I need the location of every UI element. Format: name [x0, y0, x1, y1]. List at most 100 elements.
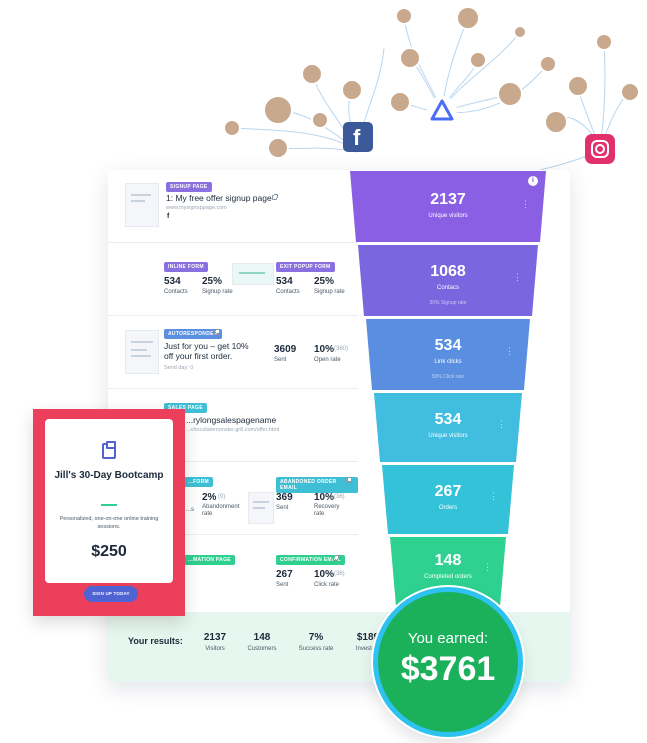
step-value: 2137: [430, 191, 466, 208]
funnel-step-completed[interactable]: 148 Completed orders ⋮: [396, 537, 500, 606]
confirmation-page-tag: ...MATION PAGE: [184, 555, 235, 565]
result-customers: 148 Customers: [247, 632, 277, 652]
result-visitors: 2137 Visitors: [203, 632, 227, 652]
clipboard-icon: [102, 441, 116, 459]
click-rate: 10%: [314, 569, 335, 580]
title-divider: [101, 504, 117, 506]
step-value: 267: [434, 483, 462, 500]
triangle-icon: [427, 96, 457, 126]
abandoned-email-tag: ABANDONED ORDER EMAIL: [276, 477, 358, 493]
row-autoresponder[interactable]: AUTORESPONDER Just for you – get 10% off…: [108, 316, 358, 389]
page-thumbnail: [125, 183, 159, 227]
more-options-icon[interactable]: ⋮: [497, 419, 506, 429]
instagram-icon: [585, 134, 615, 164]
row-url: www.mysignuppage.com: [166, 205, 227, 211]
promo-inner-card: Jill's 30-Day Bootcamp Personalized, one…: [45, 419, 173, 583]
abandonment-count: (9): [218, 494, 226, 500]
more-options-icon[interactable]: ⋮: [513, 272, 522, 282]
info-icon[interactable]: i: [528, 176, 538, 186]
step-value: 1068: [430, 263, 466, 280]
external-link-icon[interactable]: [346, 477, 352, 483]
more-options-icon[interactable]: ⋮: [489, 491, 498, 501]
step-label: Link clicks: [434, 359, 462, 365]
step-note: 50% Click rate: [431, 374, 465, 380]
sent-count: 3609: [274, 344, 297, 355]
row-order-form[interactable]: ...FORM ...s 2% (9) Abandonment rate ABA…: [108, 462, 358, 535]
recovery-label: Recovery rate: [314, 504, 340, 517]
funnel-step-contacts[interactable]: 1068 Contacs 30% Signup rate ⋮: [364, 245, 532, 316]
sales-page-tag: SALES PAGE: [164, 403, 207, 413]
autoresponder-tag: AUTORESPONDER: [164, 329, 222, 339]
row-signup-page[interactable]: SIGNUP PAGE 1: My free offer signup page…: [108, 170, 358, 243]
sent-count: 369: [276, 492, 293, 503]
signup-page-tag: SIGNUP PAGE: [166, 182, 212, 192]
email-thumbnail: [248, 492, 274, 524]
recovery-count: (36): [334, 494, 345, 500]
step-label: Unique visitors: [428, 213, 468, 219]
promo-description: Personalized, one-on-one online training…: [59, 516, 159, 530]
inline-form-contacts: 534: [164, 276, 181, 287]
sent-label: Sent: [274, 357, 287, 363]
more-options-icon[interactable]: ⋮: [505, 346, 514, 356]
inline-form-rate: 25%: [202, 276, 223, 287]
bootcamp-promo-card: Jill's 30-Day Bootcamp Personalized, one…: [33, 409, 185, 616]
results-heading: Your results:: [128, 636, 183, 646]
row-title[interactable]: Just for you – get 10% off your first or…: [164, 341, 249, 361]
step-value: 534: [434, 411, 462, 428]
row-fragment: ...s: [186, 507, 195, 513]
step-label: Completed orders: [424, 574, 472, 580]
row-sales-page[interactable]: SALES PAGE ...rylongsalespagename ...cho…: [108, 389, 358, 462]
step-note: 30% Signup rate: [429, 300, 467, 306]
row-title[interactable]: 1: My free offer signup page: [166, 193, 272, 203]
step-value: 148: [434, 552, 462, 569]
signup-rate-label: Signup rate: [202, 289, 233, 295]
facebook-icon: f: [167, 213, 170, 220]
funnel-step-sales-visitors[interactable]: 534 Unique visitors ⋮: [380, 393, 516, 462]
recovery-rate: 10%: [314, 492, 335, 503]
earned-badge: You earned: $3761: [373, 587, 523, 737]
funnel-step-link-clicks[interactable]: 534 Link clicks 50% Click rate ⋮: [372, 319, 524, 390]
click-count: (36): [334, 571, 345, 577]
contacts-label: Contacts: [164, 289, 188, 295]
earned-label: You earned:: [407, 630, 489, 647]
external-link-icon[interactable]: [272, 194, 278, 200]
order-form-tag: ...FORM: [184, 477, 213, 487]
funnel-step-orders[interactable]: 267 Orders ⋮: [388, 465, 508, 534]
row-forms[interactable]: INLINE FORM 534 Contacts 25% Signup rate…: [108, 243, 358, 316]
step-label: Unique visitors: [428, 433, 468, 439]
step-value: 534: [434, 337, 462, 354]
abandonment-label: Abandonment rate: [202, 504, 240, 517]
signup-rate-label: Signup rate: [314, 289, 345, 295]
click-rate-label: Click rate: [314, 582, 340, 588]
form-thumbnail: [232, 263, 274, 285]
sent-label: Sent: [276, 582, 289, 588]
facebook-icon: f: [343, 122, 373, 152]
svg-text:f: f: [353, 125, 361, 150]
send-day: Send day: 0: [164, 365, 194, 371]
inline-form-tag: INLINE FORM: [164, 262, 208, 272]
more-options-icon[interactable]: ⋮: [483, 562, 492, 572]
step-label: Orders: [438, 505, 458, 511]
exit-popup-rate: 25%: [314, 276, 335, 287]
earned-amount: $3761: [400, 650, 496, 688]
funnel-step-visitors[interactable]: 2137 Unique visitors ⋮ i: [356, 171, 540, 242]
step-label: Contacs: [436, 285, 459, 291]
contacts-label: Contacts: [276, 289, 300, 295]
promo-title: Jill's 30-Day Bootcamp: [54, 470, 164, 481]
open-count: (360): [334, 346, 349, 352]
traffic-sources-graph: f: [223, 6, 640, 171]
sign-up-button[interactable]: SIGN UP TODAY: [84, 586, 138, 602]
more-options-icon[interactable]: ⋮: [521, 199, 530, 209]
external-link-icon[interactable]: [333, 555, 339, 561]
row-title[interactable]: ...rylongsalespagename: [186, 415, 277, 425]
confirmation-email-tag: CONFIRMATION EMAIL: [276, 555, 345, 565]
exit-popup-contacts: 534: [276, 276, 293, 287]
email-thumbnail: [125, 330, 159, 374]
result-investment: $189 Investo...: [355, 632, 381, 652]
abandonment-rate: 2%: [202, 492, 217, 503]
sent-label: Sent: [276, 505, 289, 511]
external-link-icon[interactable]: [214, 329, 220, 335]
row-confirmation[interactable]: ...MATION PAGE CONFIRMATION EMAIL 267 Se…: [108, 535, 358, 608]
promo-price: $250: [91, 543, 127, 560]
